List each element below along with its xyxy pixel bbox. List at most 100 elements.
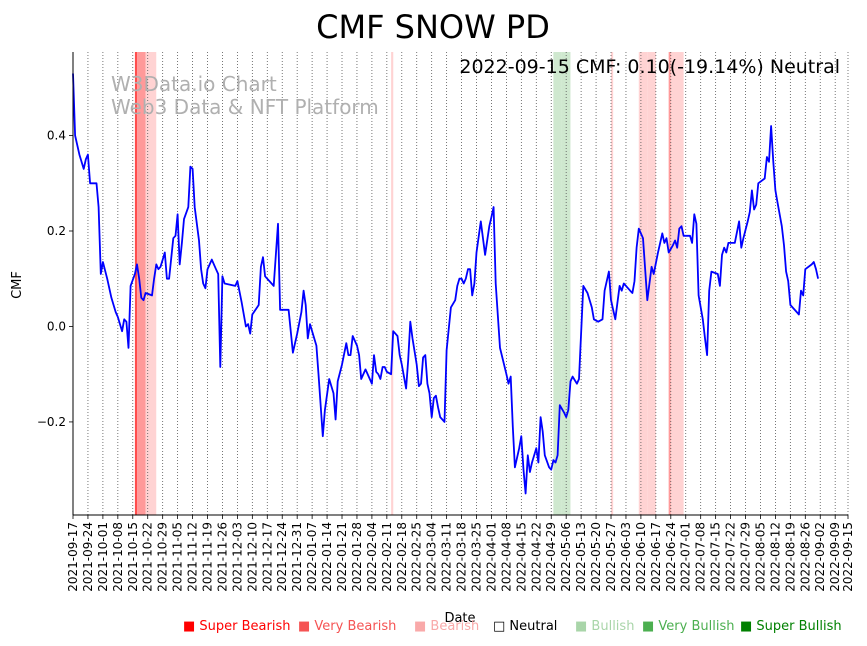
series-layer — [72, 73, 819, 495]
series-line-cmf — [72, 73, 819, 495]
x-tick-label-2022-03-25: 2022-03-25 — [470, 522, 484, 592]
legend-item-very-bullish: ■ Very Bullish — [642, 619, 734, 634]
sentiment-bands — [134, 52, 684, 515]
x-tick-label-2022-07-29: 2022-07-29 — [739, 522, 753, 592]
x-tick-label-2021-12-24: 2021-12-24 — [275, 522, 289, 592]
x-tick-label-2022-03-18: 2022-03-18 — [455, 522, 469, 592]
legend-item-super-bearish: ■ Super Bearish — [183, 619, 291, 634]
legend-marker-icon: ■ — [740, 619, 757, 634]
x-tick-label-2022-07-08: 2022-07-08 — [694, 522, 708, 592]
x-tick-label-2022-05-27: 2022-05-27 — [604, 522, 618, 592]
legend-item-very-bearish: ■ Very Bearish — [298, 619, 396, 634]
y-axis-label: CMF — [10, 271, 25, 299]
y-tick-label-0: 0.0 — [47, 319, 66, 333]
x-tick-label-2022-07-01: 2022-07-01 — [679, 522, 693, 592]
chart-text: CMF SNOW PD 2022-09-15 CMF: 0.10(-19.14%… — [10, 8, 840, 626]
legend-marker-icon: ■ — [414, 619, 431, 634]
x-tick-label-2022-09-15: 2022-09-15 — [841, 522, 855, 592]
x-tick-label-2021-12-17: 2021-12-17 — [260, 522, 274, 592]
watermark-line-2: Web3 Data & NFT Platform — [111, 95, 379, 119]
x-tick-label-2022-03-11: 2022-03-11 — [440, 522, 454, 592]
legend-marker-icon: ■ — [575, 619, 592, 634]
y-tick-label-0.4: 0.4 — [47, 129, 66, 143]
x-tick-label-2021-12-31: 2021-12-31 — [290, 522, 304, 592]
band-bearish-10 — [670, 52, 684, 515]
legend-item-bullish: ■ Bullish — [575, 619, 634, 634]
x-tick-label-2022-06-10: 2022-06-10 — [634, 522, 648, 592]
x-tick-label-2022-02-04: 2022-02-04 — [365, 522, 379, 592]
legend-item-bearish: ■ Bearish — [414, 619, 479, 634]
x-axis-label: Date — [444, 611, 475, 626]
band-very-bearish-1 — [137, 52, 146, 515]
x-tick-label-2021-12-10: 2021-12-10 — [245, 522, 259, 592]
x-tick-label-2022-05-13: 2022-05-13 — [574, 522, 588, 592]
legend-label: Bearish — [430, 619, 480, 634]
band-bullish-4 — [553, 52, 562, 515]
band-very-bearish-9 — [668, 52, 671, 515]
legend-label: Very Bullish — [658, 619, 735, 634]
x-tick-label-2022-03-04: 2022-03-04 — [425, 522, 439, 592]
x-tick-label-2022-08-26: 2022-08-26 — [798, 522, 812, 592]
band-bearish-2 — [145, 52, 157, 515]
x-tick-label-2021-11-05: 2021-11-05 — [171, 522, 185, 592]
x-tick-label-2022-04-15: 2022-04-15 — [514, 522, 528, 592]
x-tick-label-2021-11-12: 2021-11-12 — [186, 522, 200, 592]
x-tick-label-2022-09-09: 2022-09-09 — [828, 522, 842, 592]
x-tick-label-2022-01-28: 2022-01-28 — [350, 522, 364, 592]
x-tick-label-2022-02-25: 2022-02-25 — [410, 522, 424, 592]
watermark-line-1: W3Data.io Chart — [111, 72, 277, 96]
y-tick-label--0.2: −0.2 — [37, 415, 66, 429]
legend-item-neutral: □ Neutral — [493, 619, 557, 634]
x-tick-label-2022-06-03: 2022-06-03 — [619, 522, 633, 592]
x-tick-label-2021-11-19: 2021-11-19 — [201, 522, 215, 592]
band-super-bearish-0 — [134, 52, 138, 515]
x-tick-label-2022-05-06: 2022-05-06 — [559, 522, 573, 592]
band-bearish-6 — [611, 52, 614, 515]
vertical-grid — [72, 52, 849, 515]
x-tick-label-2022-01-21: 2022-01-21 — [335, 522, 349, 592]
x-tick-label-2022-08-05: 2022-08-05 — [753, 522, 767, 592]
chart-title: CMF SNOW PD — [316, 8, 550, 46]
x-tick-label-2022-02-18: 2022-02-18 — [395, 522, 409, 592]
x-tick-label-2021-10-15: 2021-10-15 — [126, 522, 140, 592]
legend-marker-icon: ■ — [298, 619, 315, 634]
legend: ■ Super Bearish ■ Very Bearish ■ Bearish □ … — [0, 619, 867, 641]
legend-marker-icon: ■ — [642, 619, 659, 634]
x-tick-label-2022-04-01: 2022-04-01 — [484, 522, 498, 592]
band-bearish-7 — [638, 52, 648, 515]
x-tick-label-2022-07-15: 2022-07-15 — [709, 522, 723, 592]
legend-marker-icon: ■ — [183, 619, 200, 634]
legend-label: Very Bearish — [314, 619, 397, 634]
axes: 2021-09-17 2021-09-24 2021-10-01 2021-10-08… — [37, 52, 855, 592]
x-tick-label-2022-01-14: 2022-01-14 — [320, 522, 334, 592]
legend-label: Neutral — [509, 619, 558, 634]
x-tick-label-2021-10-08: 2021-10-08 — [111, 522, 125, 592]
y-tick-label-0.2: 0.2 — [47, 224, 66, 238]
band-bearish-8 — [647, 52, 656, 515]
legend-item-super-bullish: ■ Super Bullish — [740, 619, 842, 634]
x-tick-label-2022-08-12: 2022-08-12 — [768, 522, 782, 592]
x-tick-label-2022-07-22: 2022-07-22 — [724, 522, 738, 592]
x-tick-label-2021-11-26: 2021-11-26 — [215, 522, 229, 592]
status-annotation: 2022-09-15 CMF: 0.10(-19.14%) Neutral — [459, 56, 840, 78]
x-tick-label-2022-01-07: 2022-01-07 — [305, 522, 319, 592]
x-tick-label-2022-04-22: 2022-04-22 — [529, 522, 543, 592]
x-tick-label-2022-04-29: 2022-04-29 — [544, 522, 558, 592]
x-tick-label-2021-09-24: 2021-09-24 — [81, 522, 95, 592]
x-tick-label-2022-06-17: 2022-06-17 — [649, 522, 663, 592]
x-tick-label-2022-08-19: 2022-08-19 — [783, 522, 797, 592]
x-tick-label-2022-04-08: 2022-04-08 — [499, 522, 513, 592]
x-tick-label-2022-09-02: 2022-09-02 — [813, 522, 827, 592]
x-tick-label-2022-06-24: 2022-06-24 — [664, 522, 678, 592]
band-bearish-3 — [391, 52, 394, 515]
x-tick-label-2021-10-01: 2021-10-01 — [96, 522, 110, 592]
x-tick-label-2022-02-11: 2022-02-11 — [380, 522, 394, 592]
legend-label: Super Bullish — [756, 619, 842, 634]
x-tick-label-2021-10-29: 2021-10-29 — [156, 522, 170, 592]
legend-marker-icon: □ — [493, 619, 510, 634]
x-tick-label-2021-09-17: 2021-09-17 — [66, 522, 80, 592]
x-tick-label-2021-10-22: 2021-10-22 — [141, 522, 155, 592]
x-tick-label-2021-12-03: 2021-12-03 — [230, 522, 244, 592]
x-tick-label-2022-05-20: 2022-05-20 — [589, 522, 603, 592]
